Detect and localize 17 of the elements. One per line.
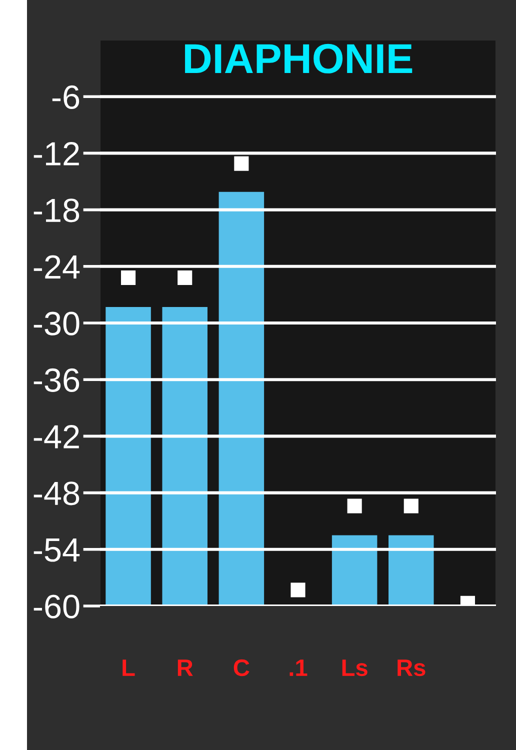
y-tick-label: -42 xyxy=(34,425,79,448)
x-tick-label: Ls xyxy=(342,660,368,676)
y-tick-label: -48 xyxy=(34,482,80,506)
y-tick-label: -30 xyxy=(34,312,80,336)
y-tick-label: -24 xyxy=(34,255,80,278)
y-tick-label: -18 xyxy=(34,198,80,222)
y-tick-label: -6 xyxy=(52,85,80,110)
x-tick-label: Rs xyxy=(398,660,426,676)
y-tick-label: -12 xyxy=(34,142,79,166)
x-tick-label: .1 xyxy=(290,660,308,676)
chart-title: DIAPHONIE xyxy=(185,44,412,74)
y-tick-label: -36 xyxy=(34,368,80,392)
y-tick-label: -54 xyxy=(34,538,80,562)
y-tick-label: -60 xyxy=(34,594,80,618)
x-tick-label: R xyxy=(178,660,193,676)
x-tick-label: L xyxy=(122,660,135,676)
x-tick-label: C xyxy=(234,659,250,676)
